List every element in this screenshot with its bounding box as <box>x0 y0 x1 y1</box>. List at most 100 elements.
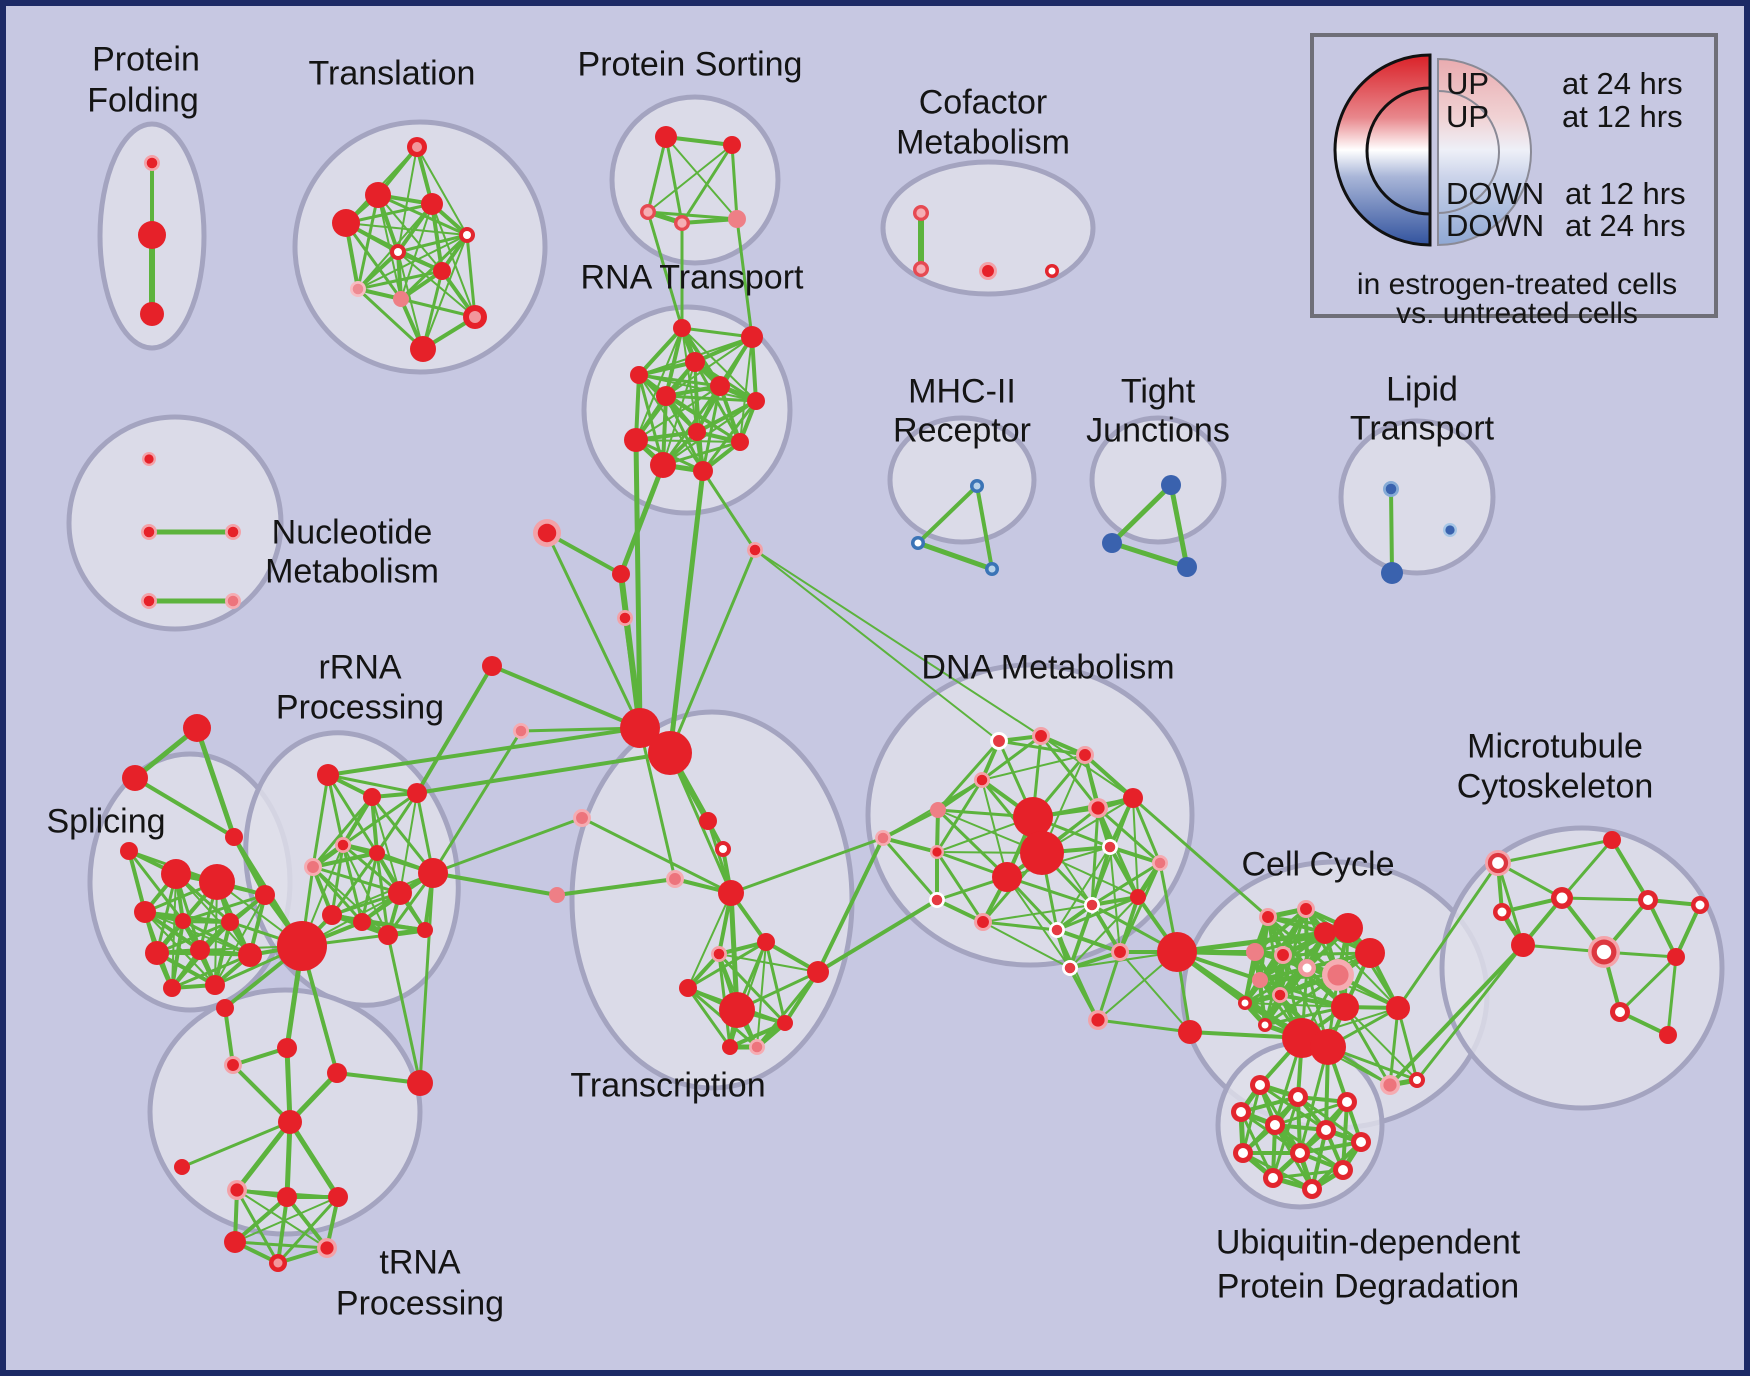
edge-r2-r6 <box>665 336 753 397</box>
node-d14 <box>929 892 945 908</box>
node-r7 <box>747 392 765 410</box>
edge-d13-d21 <box>1108 845 1162 865</box>
node-mt6 <box>1638 890 1658 910</box>
node-x4 <box>718 880 744 906</box>
node-mt1 <box>1485 850 1511 876</box>
edge-r7-r9 <box>695 399 758 434</box>
node-mt3 <box>1493 903 1511 921</box>
edge-rr2-rr6 <box>370 795 379 855</box>
edge-d12-cc1 <box>1131 796 1270 919</box>
node-rr6 <box>369 845 385 861</box>
node-x3 <box>666 870 684 888</box>
node-cc14 <box>1331 993 1359 1021</box>
edge-t6-t8 <box>357 234 468 290</box>
node-d9 <box>1020 831 1064 875</box>
edge-rt13-h3 <box>668 548 757 755</box>
edge-rr3-rr5 <box>341 791 419 847</box>
node-n3 <box>225 524 241 540</box>
edge-rr6-rr9 <box>330 851 379 917</box>
edge-lc1-x3 <box>555 877 677 897</box>
edge-tr8-tr11 <box>285 1195 329 1250</box>
edge-ps2-ps4 <box>680 143 734 225</box>
edge-x7-x13 <box>755 970 820 1049</box>
node-tr11 <box>317 1238 337 1258</box>
legend-down-24-time: at 24 hrs <box>1565 208 1686 243</box>
cluster-ellipse-cofactor-metabolism <box>880 159 1096 297</box>
legend-up-24-label: UP <box>1446 66 1490 101</box>
edge-tr7-tr12 <box>235 1188 280 1265</box>
node-s10 <box>205 975 225 995</box>
node-rr4 <box>304 858 322 876</box>
edge-d15-d23 <box>982 921 1071 969</box>
node-s11 <box>238 943 262 967</box>
edge-ps2-ps5 <box>730 143 739 221</box>
edge-d21-d22 <box>1118 861 1162 954</box>
edge-mt8-mt9 <box>1674 903 1702 959</box>
node-tr4 <box>327 1063 347 1083</box>
edge-ps4-ps5 <box>680 217 739 225</box>
node-mt10 <box>1610 1002 1630 1022</box>
edge-h2-rr1 <box>326 726 642 777</box>
node-mt5 <box>1588 936 1620 968</box>
node-x9 <box>719 992 755 1028</box>
node-cc2 <box>1297 900 1315 918</box>
edge-r12-h3 <box>667 468 706 756</box>
edge-d15-d16 <box>981 920 1059 932</box>
edge-m2-m3 <box>915 540 995 572</box>
edge-t6-t10 <box>465 233 477 319</box>
edge-tr1-tr2 <box>223 1006 235 1067</box>
node-d7 <box>930 845 944 859</box>
edge-h3-rr3 <box>415 751 672 795</box>
node-cc12 <box>1238 996 1252 1010</box>
node-tr6 <box>174 1159 190 1175</box>
node-d11 <box>1088 798 1108 818</box>
edge-mt2-mt6 <box>1560 896 1650 902</box>
edge-s4-s5 <box>127 849 185 923</box>
edge-rr8-rr9 <box>331 872 434 916</box>
edge-cc2-cc6 <box>1253 907 1308 954</box>
node-s4 <box>120 842 138 860</box>
edge-x5-x10 <box>764 940 787 1025</box>
edge-ps5-r2 <box>735 217 754 339</box>
edge-d17-d21 <box>1090 861 1162 907</box>
node-cc13 <box>1258 1018 1272 1032</box>
edge-r8-h2 <box>633 437 643 731</box>
node-c4 <box>1045 264 1059 278</box>
node-tj2 <box>1102 533 1122 553</box>
node-r9 <box>688 423 706 441</box>
node-d16 <box>1049 922 1065 938</box>
edge-u7-u9 <box>1298 1140 1363 1155</box>
edge-r12-rt13 <box>701 469 757 552</box>
node-c1 <box>913 205 929 221</box>
edge-d6-x7 <box>816 836 885 974</box>
edge-rr6-rr10 <box>360 851 379 924</box>
edge-rr2-rr5 <box>341 795 374 847</box>
edge-d22-d24 <box>1096 950 1122 1022</box>
edge-t9-t10 <box>399 297 477 319</box>
node-d17 <box>1084 897 1100 913</box>
node-d18 <box>1130 889 1146 905</box>
edge-d1-d3 <box>997 739 1087 757</box>
node-d13 <box>1102 839 1118 855</box>
legend-down-24-label: DOWN <box>1446 208 1545 243</box>
cluster-ellipse-tight-junctions <box>1089 415 1227 545</box>
node-r6 <box>656 386 676 406</box>
node-d8 <box>1013 797 1053 837</box>
legend-caption-line2: vs. untreated cells <box>1396 297 1638 330</box>
node-d21 <box>1152 855 1168 871</box>
node-ps2 <box>723 136 741 154</box>
node-u5 <box>1265 1115 1285 1135</box>
legend-down-12-time: at 12 hrs <box>1565 176 1686 211</box>
edge-d5-d6 <box>881 808 940 840</box>
node-cc1 <box>1259 908 1277 926</box>
node-t11 <box>410 336 436 362</box>
node-cc16 <box>1310 1029 1346 1065</box>
node-tj3 <box>1177 557 1197 577</box>
edge-rrb-rr11 <box>386 933 422 1085</box>
network-scene <box>66 94 1725 1272</box>
node-pf1 <box>144 155 160 171</box>
edge-tr8-tr10 <box>233 1195 289 1244</box>
node-r8 <box>624 428 648 452</box>
node-pf3 <box>140 302 164 326</box>
node-m1 <box>970 479 984 493</box>
